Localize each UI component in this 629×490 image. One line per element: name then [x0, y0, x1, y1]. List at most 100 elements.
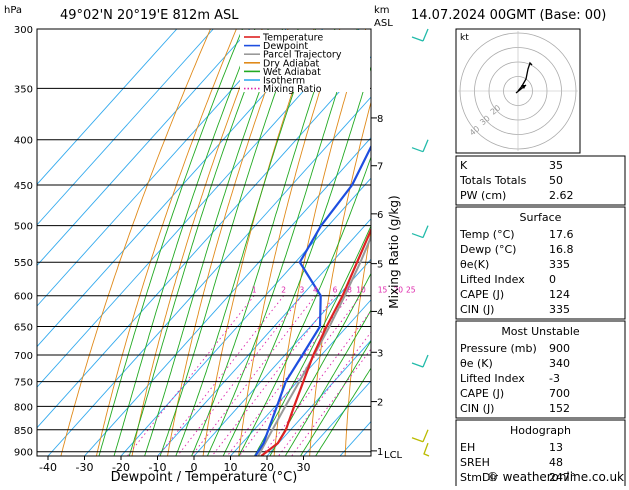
mixing-ratio-label: 10	[356, 286, 366, 295]
pressure-tick-label: 500	[14, 222, 33, 233]
pressure-tick-label: 300	[14, 25, 33, 36]
pressure-tick-label: 650	[14, 323, 33, 334]
mixing-ratio-label: 8	[347, 286, 352, 295]
index-value: 17.6	[549, 228, 574, 241]
mixing-ratio-label: 25	[406, 286, 416, 295]
mixing-ratio-label: 4	[313, 286, 318, 295]
index-label: CAPE (J)	[460, 288, 504, 301]
pressure-tick-label: 600	[14, 292, 33, 303]
index-value: 335	[549, 258, 570, 271]
index-value: -3	[549, 372, 560, 385]
wind-barb	[412, 430, 428, 442]
wind-barb	[424, 443, 429, 456]
index-label: CIN (J)	[460, 303, 494, 316]
index-value: 900	[549, 342, 570, 355]
x-tick-label: -40	[39, 461, 57, 474]
index-label: SREH	[460, 456, 490, 469]
mixing-ratio-line	[239, 296, 361, 456]
pressure-tick-label: 850	[14, 426, 33, 437]
wet-adiabat-line	[98, 29, 242, 458]
dry-adiabat-line	[132, 29, 263, 458]
indices-table: K 35 Totals Totals 50 PW (cm) 2.62 Surface Temp…	[456, 156, 625, 486]
mixing-ratio-line	[292, 296, 411, 456]
pressure-tick-label: 900	[14, 448, 33, 459]
hodograph-indices-title: Hodograph	[510, 424, 571, 437]
wind-barb	[412, 355, 428, 367]
index-label: Dewp (°C)	[460, 243, 516, 256]
index-label: θe (K)	[460, 357, 493, 370]
km-tick-label: 2	[377, 398, 383, 409]
km-tick-label: 3	[377, 348, 383, 359]
pressure-tick-label: 800	[14, 402, 33, 413]
index-label: Pressure (mb)	[460, 342, 537, 355]
legend-label: Mixing Ratio	[263, 84, 322, 95]
km-tick-label: 7	[377, 162, 383, 173]
index-value: 700	[549, 387, 570, 400]
km-tick-label: 8	[377, 114, 383, 125]
x-axis-label: Dewpoint / Temperature (°C)	[111, 470, 298, 485]
km-tick-label: 5	[377, 260, 383, 271]
pressure-tick-label: 700	[14, 351, 33, 362]
km-tick-label: 1	[377, 447, 383, 458]
isotherm-line	[48, 29, 432, 456]
pressure-tick-label: 750	[14, 378, 33, 389]
wind-barbs	[412, 29, 429, 456]
index-label: Lifted Index	[460, 273, 525, 286]
index-label: EH	[460, 441, 475, 454]
pressure-tick-label: 400	[14, 136, 33, 147]
pressure-tick-label: 450	[14, 181, 33, 192]
index-label: K	[460, 159, 468, 172]
index-value: 48	[549, 456, 563, 469]
pressure-tick-label: 350	[14, 84, 33, 95]
km-tick-label: 6	[377, 210, 383, 221]
credit-text: © weatheronline.co.uk	[487, 470, 624, 484]
mixing-ratio-axis-label: Mixing Ratio (g/kg)	[387, 195, 401, 308]
index-value: 13	[549, 441, 563, 454]
station-location: 49°02'N 20°19'E 812m ASL	[60, 8, 239, 23]
index-label: Temp (°C)	[459, 228, 515, 241]
km-tick-label: 4	[377, 307, 383, 318]
isotherm-line	[12, 29, 396, 456]
most-unstable-title: Most Unstable	[501, 325, 580, 338]
pressure-tick-label: 550	[14, 258, 33, 269]
mixing-ratio-line	[158, 296, 283, 456]
index-value: 50	[549, 174, 563, 187]
index-value: 0	[549, 273, 556, 286]
index-label: CIN (J)	[460, 402, 494, 415]
valid-time: 14.07.2024 00GMT (Base: 00)	[411, 8, 606, 23]
wind-barb	[412, 140, 428, 152]
hpa-axis-unit: hPa	[4, 5, 22, 16]
mixing-ratio-label: 3	[300, 286, 305, 295]
isotherm-line	[0, 29, 286, 456]
surface-title: Surface	[520, 211, 562, 224]
index-value: 35	[549, 159, 563, 172]
index-value: 124	[549, 288, 570, 301]
index-value: 16.8	[549, 243, 574, 256]
x-tick-label: -30	[76, 461, 94, 474]
index-label: θe(K)	[460, 258, 489, 271]
km-axis-unit: km	[374, 5, 390, 16]
mixing-ratio-label: 2	[281, 286, 286, 295]
index-label: PW (cm)	[460, 189, 506, 202]
x-tick-label: 30	[297, 461, 311, 474]
index-value: 335	[549, 303, 570, 316]
wind-barb	[412, 29, 428, 41]
index-value: 152	[549, 402, 570, 415]
wind-barb	[412, 226, 428, 238]
index-value: 2.62	[549, 189, 574, 202]
index-label: Totals Totals	[459, 174, 527, 187]
asl-axis-unit: ASL	[374, 18, 393, 29]
mixing-ratio-label: 1	[252, 286, 257, 295]
hodograph-unit: kt	[460, 33, 469, 43]
dry-adiabat-line	[345, 29, 418, 458]
index-label: Lifted Index	[460, 372, 525, 385]
wet-adiabat-line	[113, 29, 255, 458]
dry-adiabat-line	[60, 29, 210, 458]
index-label: CAPE (J)	[460, 387, 504, 400]
mixing-ratio-line	[279, 296, 399, 456]
lcl-label: LCL	[384, 450, 403, 461]
index-value: 340	[549, 357, 570, 370]
